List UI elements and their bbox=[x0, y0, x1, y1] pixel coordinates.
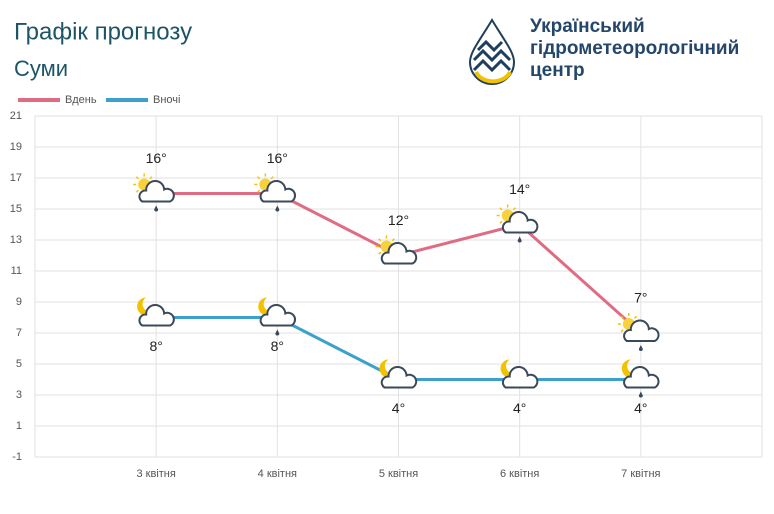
value-label: 8° bbox=[149, 338, 162, 354]
value-label: 7° bbox=[634, 290, 647, 306]
cloud bbox=[259, 304, 296, 327]
value-label: 12° bbox=[388, 212, 409, 228]
weather-icon bbox=[254, 173, 296, 212]
value-label: 4° bbox=[513, 400, 526, 416]
y-tick-label: 17 bbox=[10, 172, 22, 184]
value-label: 8° bbox=[271, 338, 284, 354]
sun-ray bbox=[620, 329, 624, 333]
logo-icon bbox=[468, 18, 516, 85]
legend-label: Вночі bbox=[153, 94, 180, 106]
weather-icon bbox=[258, 297, 296, 336]
cloud bbox=[501, 211, 539, 234]
rain-drop bbox=[154, 205, 159, 212]
x-tick-label: 3 квітня bbox=[136, 468, 175, 480]
cloud bbox=[138, 304, 175, 327]
sun-ray bbox=[257, 176, 261, 180]
sun-ray bbox=[135, 189, 140, 193]
sun-ray bbox=[499, 220, 503, 224]
weather-icon bbox=[617, 313, 660, 351]
cloud bbox=[259, 180, 296, 203]
logo-text: Український bbox=[530, 16, 645, 37]
logo-text: гідрометеорологічний bbox=[530, 38, 739, 59]
value-label: 16° bbox=[267, 150, 288, 166]
cloud bbox=[380, 366, 418, 389]
y-tick-label: 19 bbox=[10, 141, 22, 153]
weather-icon bbox=[621, 359, 660, 398]
weather-icon bbox=[500, 359, 539, 389]
sun-ray bbox=[512, 207, 516, 211]
y-tick-label: 7 bbox=[16, 327, 22, 339]
logo-text: центр bbox=[530, 60, 585, 81]
moon bbox=[258, 297, 276, 316]
weather-icon bbox=[137, 297, 175, 327]
sun-ray bbox=[378, 251, 382, 255]
value-label: 14° bbox=[509, 181, 530, 197]
sun-ray bbox=[257, 189, 261, 193]
value-label: 4° bbox=[392, 400, 405, 416]
sun-ray bbox=[499, 207, 503, 211]
weather-icon bbox=[375, 235, 418, 265]
x-tick-label: 6 квітня bbox=[500, 468, 539, 480]
moon bbox=[500, 359, 518, 378]
y-tick-label: 21 bbox=[10, 110, 22, 122]
legend-label: Вдень bbox=[65, 94, 97, 106]
rain-drop bbox=[638, 391, 643, 398]
sun-ray bbox=[378, 238, 382, 242]
y-tick-label: 3 bbox=[16, 389, 22, 401]
rain-drop bbox=[275, 329, 280, 336]
x-tick-label: 4 квітня bbox=[258, 468, 297, 480]
y-tick-label: -1 bbox=[12, 451, 22, 463]
weather-icon bbox=[496, 204, 539, 243]
sun-ray bbox=[149, 176, 153, 180]
sun-ray bbox=[270, 176, 274, 180]
sun-ray bbox=[135, 176, 140, 180]
weather-icon bbox=[379, 359, 418, 389]
cloud bbox=[623, 366, 660, 389]
moon bbox=[621, 359, 639, 378]
rain-drop bbox=[517, 236, 522, 243]
x-tick-label: 7 квітня bbox=[621, 468, 660, 480]
moon bbox=[379, 359, 397, 378]
y-tick-label: 5 bbox=[16, 358, 22, 370]
sun-ray bbox=[633, 315, 638, 319]
chart-subtitle: Суми bbox=[14, 56, 68, 81]
moon bbox=[137, 297, 155, 316]
cloud bbox=[623, 319, 660, 342]
rain-drop bbox=[275, 205, 280, 212]
value-label: 16° bbox=[146, 150, 167, 166]
y-tick-label: 11 bbox=[11, 265, 22, 277]
cloud bbox=[138, 180, 175, 203]
y-tick-label: 9 bbox=[16, 296, 22, 308]
rain-drop bbox=[638, 345, 643, 351]
x-tick-label: 5 квітня bbox=[379, 468, 418, 480]
y-tick-label: 1 bbox=[16, 420, 22, 432]
value-label: 4° bbox=[634, 400, 647, 416]
sun-ray bbox=[391, 238, 395, 242]
cloud bbox=[501, 366, 539, 389]
y-tick-label: 15 bbox=[10, 203, 22, 215]
weather-icon bbox=[133, 173, 175, 212]
cloud bbox=[380, 242, 418, 265]
y-tick-label: 13 bbox=[10, 234, 22, 246]
chart-title: Графік прогнозу bbox=[14, 18, 192, 45]
sun-ray bbox=[620, 315, 624, 319]
